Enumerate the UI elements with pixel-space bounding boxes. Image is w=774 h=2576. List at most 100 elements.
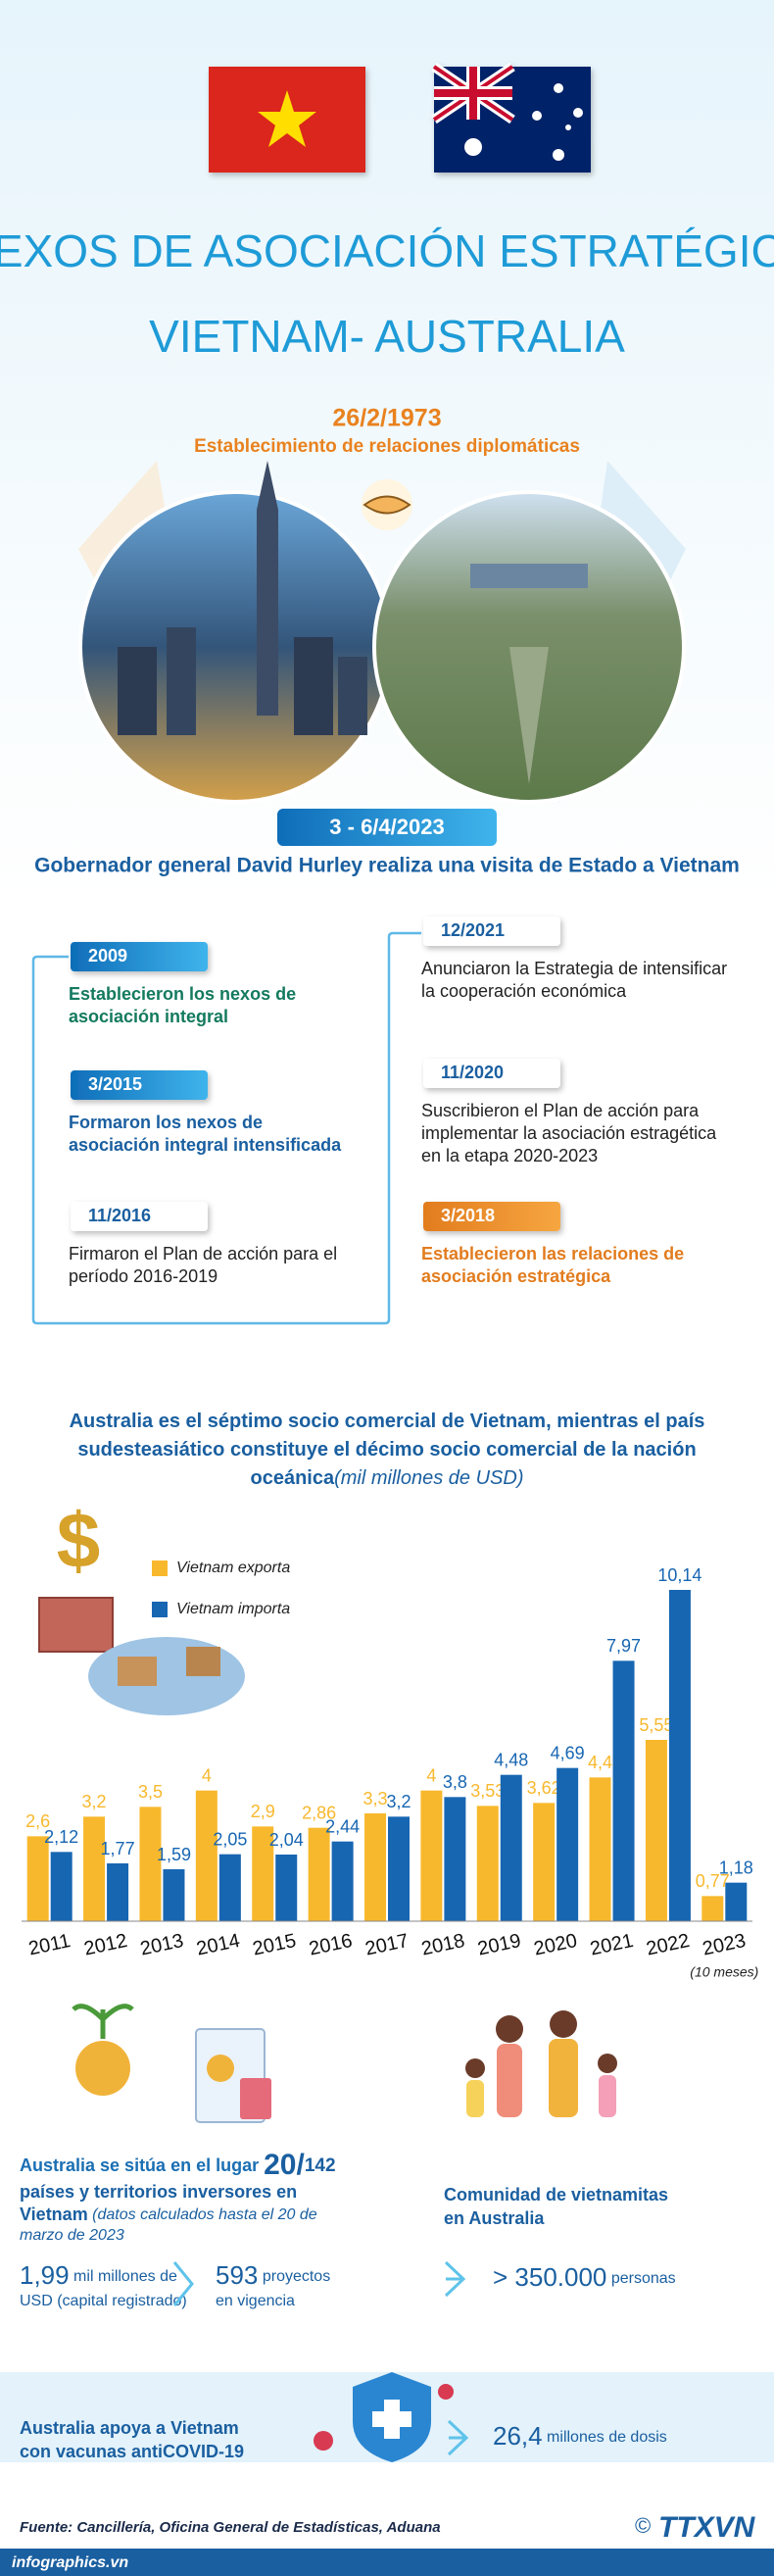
projects-line: 593 proyectos <box>216 2260 330 2290</box>
chart-title-text: sudesteasiático constituye el décimo soc… <box>77 1439 696 1461</box>
diplomatic-label: Establecimiento de relaciones diplomátic… <box>194 436 580 457</box>
description: período 2016-2019 <box>69 1266 218 1286</box>
chart-title: Australia es el séptimo socio comercial … <box>70 1411 705 1489</box>
value-label: 3,62 <box>527 1778 561 1798</box>
bar <box>533 1803 556 1921</box>
capital: 1,99 <box>20 2260 70 2290</box>
date-tab <box>423 916 560 946</box>
value-label: 4,69 <box>551 1743 585 1762</box>
rank-note2: marzo de 2023 <box>20 2227 124 2244</box>
community-unit: personas <box>606 2270 675 2287</box>
date: 3/2015 <box>88 1074 142 1094</box>
projects: 593 <box>216 2260 258 2290</box>
value-label: 4 <box>426 1765 436 1785</box>
visit-date: 3 - 6/4/2023 <box>329 815 444 839</box>
value-label: 2,6 <box>25 1811 50 1831</box>
bar <box>556 1767 579 1921</box>
photo-ho-chi-minh-city <box>78 461 392 804</box>
date: 3/2018 <box>441 1206 495 1225</box>
value-label: 2,44 <box>325 1816 360 1836</box>
flag-vietnam <box>209 67 365 173</box>
date-tab <box>71 1070 208 1100</box>
rank-line2: países y territorios inversores en <box>20 2182 297 2202</box>
chevron <box>447 2419 469 2456</box>
rank-line3-text: Vietnam <box>20 2204 88 2224</box>
bar <box>331 1841 354 1921</box>
flag-australia <box>431 62 591 173</box>
community-line2: en Australia <box>444 2208 545 2228</box>
value-label: 3,3 <box>363 1789 387 1808</box>
rank-line: Australia se sitúa en el lugar 20/142 <box>20 2149 336 2181</box>
title-line1: NEXOS DE ASOCIACIÓN ESTRATÉGICA <box>0 225 774 276</box>
rank-line3: Vietnam (datos calculados hasta el 20 de <box>20 2204 317 2224</box>
vaccine-unit: millones de dosis <box>543 2429 667 2446</box>
chart-title-text: Australia es el séptimo socio comercial … <box>70 1411 705 1432</box>
bar <box>444 1797 466 1921</box>
bar <box>388 1816 410 1921</box>
date-tab <box>423 1059 560 1088</box>
rank: 20/ <box>264 2149 305 2181</box>
site: infographics.vn <box>12 2554 128 2571</box>
bar <box>26 1836 49 1921</box>
date-tab <box>423 1202 560 1231</box>
date: 11/2016 <box>88 1206 151 1225</box>
legend-swatch <box>152 1560 168 1576</box>
photo-canberra <box>372 490 686 804</box>
description: Establecieron los nexos de <box>69 984 296 1004</box>
bar <box>107 1863 129 1921</box>
capital-unit: mil millones de <box>70 2268 177 2285</box>
bar <box>308 1827 330 1921</box>
description: asociación estratégica <box>421 1266 611 1286</box>
value-label: 4,4 <box>588 1753 612 1772</box>
legend-swatch <box>152 1602 168 1617</box>
chart-title-line: Australia es el séptimo socio comercial … <box>70 1411 705 1432</box>
bar <box>500 1774 522 1921</box>
rank-prefix: Australia <box>20 2155 96 2175</box>
rank-text: se sitúa en el lugar <box>95 2155 264 2175</box>
bar <box>195 1790 218 1921</box>
value-label: 3,2 <box>386 1792 411 1811</box>
timeline: 2009 Establecieron los nexos de asociación… <box>69 916 727 1286</box>
bar <box>645 1740 667 1921</box>
value-label: 0,77 <box>696 1871 730 1891</box>
investment-icon <box>72 2004 271 2123</box>
vaccine-value-line: 26,4 millones de dosis <box>493 2421 667 2451</box>
bar <box>420 1790 443 1921</box>
value-label: 1,77 <box>101 1839 135 1858</box>
chart-title-line: oceánica(mil millones de USD) <box>251 1467 524 1489</box>
chart-unit: (mil millones de USD) <box>334 1467 523 1489</box>
capital-line: 1,99 mil millones de <box>20 2260 177 2290</box>
date-tab <box>71 1202 208 1231</box>
timeline-line <box>31 931 421 1325</box>
bar <box>83 1816 106 1921</box>
description: implementar la asociación estragética <box>421 1123 717 1143</box>
vaccine-line2: con vacunas antiCOVID-19 <box>20 2442 244 2461</box>
bar <box>476 1806 499 1921</box>
value-label: 2,05 <box>213 1829 247 1849</box>
date: 11/2020 <box>441 1063 504 1082</box>
bar <box>50 1852 73 1921</box>
vaccine-value: 26,4 <box>493 2421 543 2451</box>
description: la cooperación económica <box>421 981 627 1001</box>
community-value: > 350.000 <box>493 2262 606 2292</box>
value-label: 2,12 <box>44 1827 78 1847</box>
date-tab <box>71 942 208 971</box>
legend-label: Vietnam importa <box>176 1601 290 1617</box>
value-label: 3,2 <box>82 1792 107 1811</box>
footer-band <box>0 2549 774 2576</box>
handshake-icon <box>362 479 412 530</box>
value-label: 3,5 <box>138 1782 163 1802</box>
description: Suscribieron el Plan de acción para <box>421 1101 700 1120</box>
bar <box>589 1777 611 1921</box>
rank-total: 142 <box>305 2155 336 2176</box>
visit-badge <box>277 809 497 846</box>
chart-title-line: sudesteasiático constituye el décimo soc… <box>77 1439 696 1461</box>
logo: TTXVN <box>658 2511 756 2544</box>
bar <box>364 1813 386 1921</box>
bar <box>701 1896 724 1921</box>
capital-line2: USD (capital registrado) <box>20 2293 187 2309</box>
value-label: 4,48 <box>494 1750 528 1769</box>
projects-line2: en vigencia <box>216 2293 295 2309</box>
